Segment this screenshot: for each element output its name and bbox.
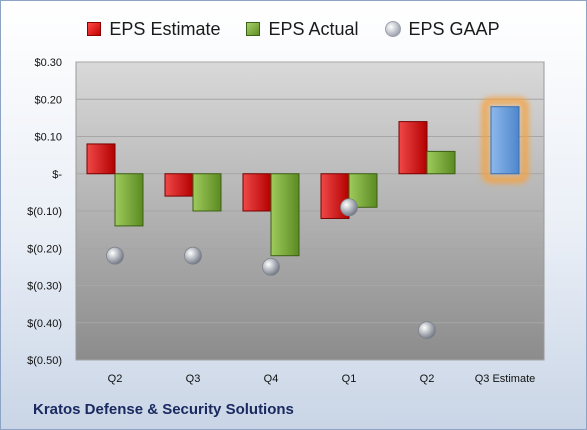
bar-eps-estimate-next bbox=[490, 106, 520, 175]
bar-eps-estimate bbox=[86, 143, 116, 175]
point-eps-gaap bbox=[184, 246, 202, 265]
x-tick-label: Q2 bbox=[108, 373, 123, 385]
legend-item-eps-gaap: EPS GAAP bbox=[384, 18, 500, 40]
bar-eps-actual bbox=[426, 150, 456, 175]
estimate-glow bbox=[481, 97, 529, 184]
legend-swatch-eps-gaap bbox=[384, 21, 401, 37]
y-tick-label: $- bbox=[52, 169, 62, 181]
y-tick-label: $(0.10) bbox=[27, 206, 62, 218]
bar-eps-estimate bbox=[164, 173, 194, 197]
legend-swatch-eps-estimate bbox=[87, 22, 102, 36]
legend-label-eps-actual: EPS Actual bbox=[268, 18, 359, 39]
bar-eps-estimate bbox=[242, 173, 272, 212]
bar-eps-actual bbox=[192, 173, 222, 212]
y-tick-label: $0.30 bbox=[34, 57, 62, 69]
point-eps-gaap bbox=[106, 246, 124, 265]
legend-item-eps-estimate: EPS Estimate bbox=[87, 19, 220, 40]
bars bbox=[86, 106, 520, 257]
gaap-points bbox=[106, 198, 436, 340]
y-tick-label: $0.20 bbox=[34, 94, 62, 106]
y-axis: $0.30 $0.20 $0.10 $- $(0.10) $(0.20) $(0.30) $(… bbox=[27, 57, 62, 367]
y-tick-label: $(0.20) bbox=[27, 243, 62, 255]
bar-eps-actual bbox=[270, 173, 300, 257]
gridlines bbox=[76, 61, 544, 361]
legend-label-eps-gaap: EPS GAAP bbox=[408, 18, 500, 39]
y-tick-label: $(0.50) bbox=[27, 355, 62, 367]
x-tick-label: Q3 bbox=[186, 373, 201, 385]
legend-label-eps-estimate: EPS Estimate bbox=[109, 18, 221, 39]
y-tick-label: $0.10 bbox=[34, 132, 62, 144]
point-eps-gaap bbox=[262, 257, 280, 276]
x-axis: Q2 Q3 Q4 Q1 Q2 Q3 Estimate bbox=[108, 373, 536, 385]
point-eps-gaap bbox=[418, 321, 436, 340]
estimate-highlight bbox=[481, 97, 529, 184]
x-tick-label: Q1 bbox=[342, 373, 357, 385]
x-tick-label: Q4 bbox=[264, 373, 279, 385]
legend-swatch-eps-actual bbox=[246, 22, 261, 36]
y-tick-label: $(0.40) bbox=[27, 318, 62, 330]
legend-item-eps-actual: EPS Actual bbox=[246, 18, 359, 40]
y-tick-label: $(0.30) bbox=[27, 281, 62, 293]
legend: EPS Estimate EPS Actual EPS GAAP bbox=[0, 14, 587, 44]
bar-eps-actual bbox=[114, 173, 144, 227]
x-tick-label: Q2 bbox=[420, 373, 435, 385]
bar-eps-estimate bbox=[398, 121, 428, 175]
x-tick-label: Q3 Estimate bbox=[475, 373, 536, 385]
chart-footer-title: Kratos Defense & Security Solutions bbox=[33, 401, 294, 418]
point-eps-gaap bbox=[340, 198, 358, 217]
